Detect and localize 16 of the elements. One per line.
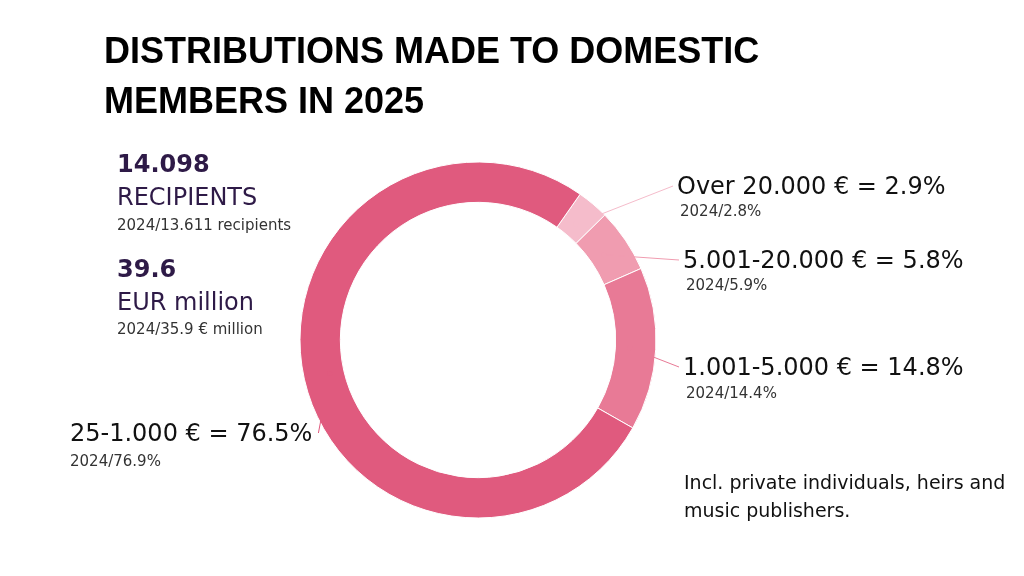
text: 2024/76.9% (70, 452, 161, 470)
slice-label: 5.001-20.000 € = 5.8% (683, 246, 964, 274)
slice-label: 1.001-5.000 € = 14.8% (683, 353, 964, 381)
text: EUR million (117, 288, 254, 316)
chart-title: DISTRIBUTIONS MADE TO DOMESTIC MEMBERS IN 2025 (104, 29, 761, 123)
text: 2024/35.9 € million (117, 320, 263, 338)
text: 2024/14.4% (686, 384, 777, 402)
slice-label: Over 20.000 € = 2.9% (677, 172, 946, 200)
text: 39.6 (117, 255, 177, 283)
text: Incl. private individuals, heirs and music publishers. (684, 470, 1007, 523)
text: RECIPIENTS (117, 183, 258, 211)
text: 2024/5.9% (686, 276, 768, 294)
text: 2024/2.8% (680, 202, 762, 220)
text: 14.098 (117, 150, 210, 178)
text: 2024/13.611 recipients (117, 216, 292, 234)
slice-label: 25-1.000 € = 76.5% (70, 419, 313, 447)
